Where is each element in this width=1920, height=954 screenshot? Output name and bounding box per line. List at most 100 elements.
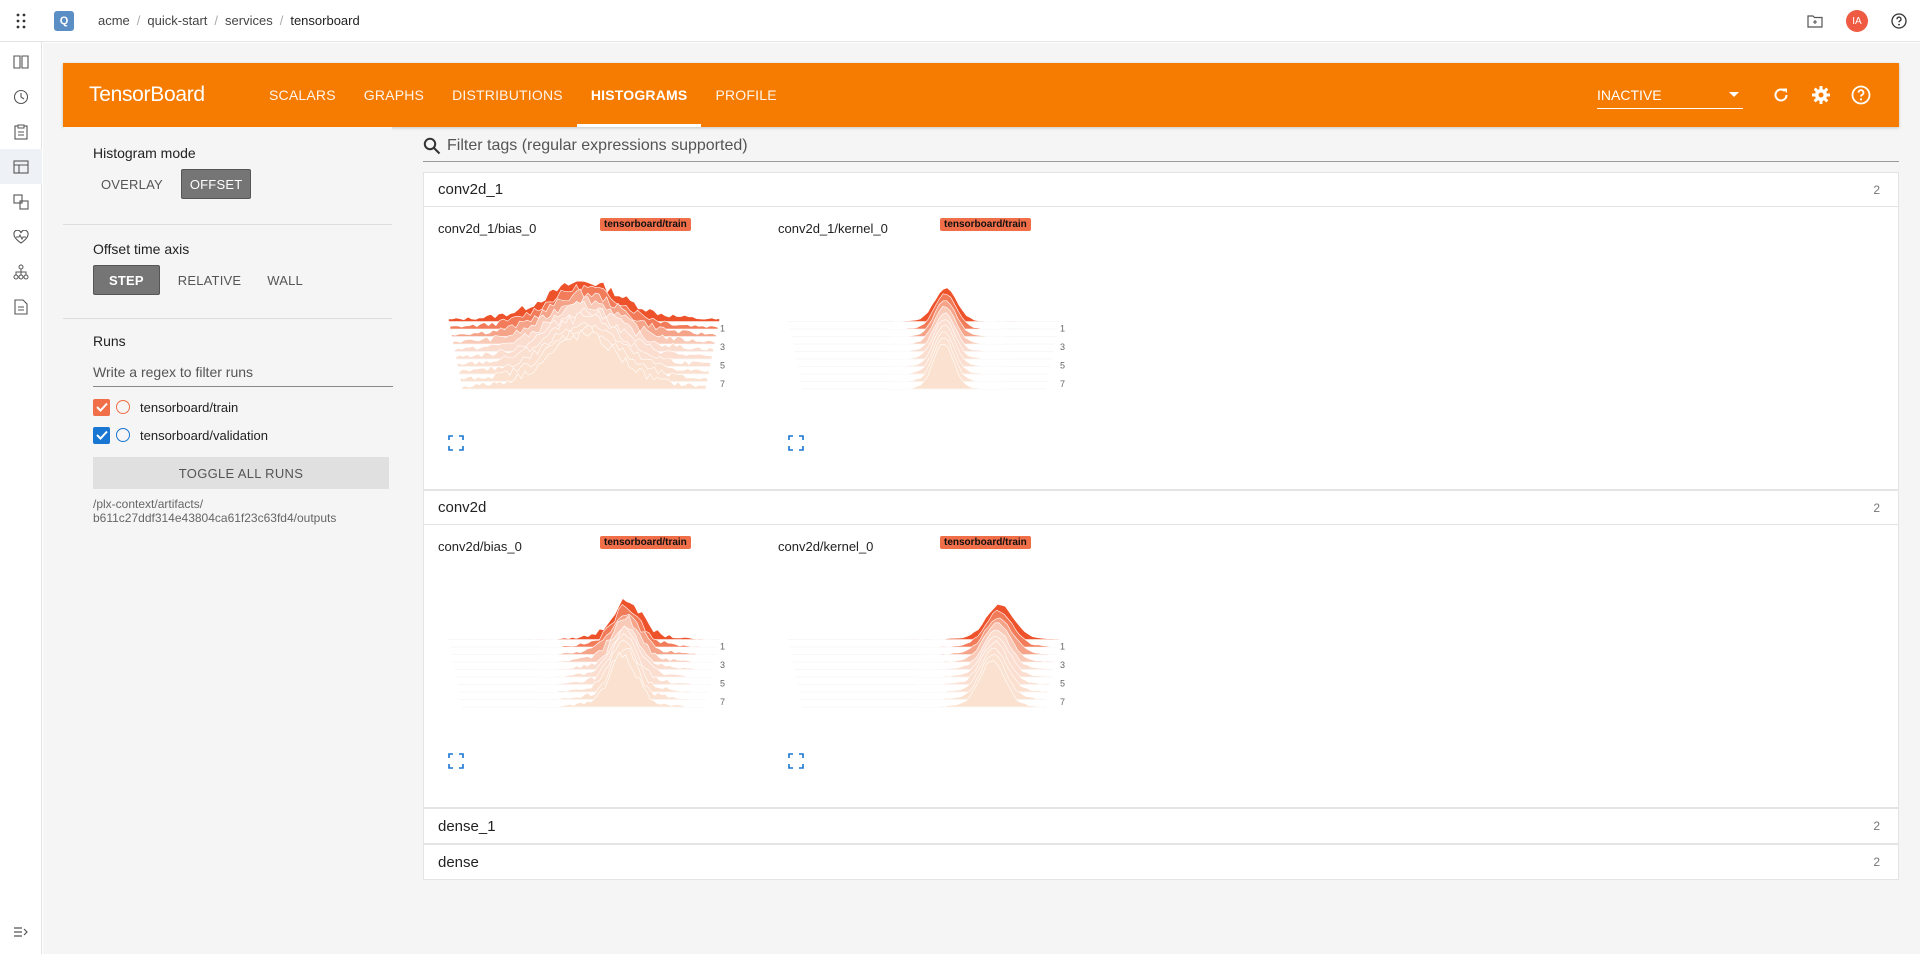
tab-graphs[interactable]: GRAPHS xyxy=(363,87,425,103)
category-name: dense xyxy=(438,853,479,871)
tag-filter-input[interactable]: Filter tags (regular expressions support… xyxy=(423,130,1899,162)
help-circle-icon[interactable] xyxy=(1878,0,1920,42)
runs-filter-input[interactable]: Write a regex to filter runs xyxy=(93,357,393,387)
category-header[interactable]: conv2d_1 2 xyxy=(424,173,1898,207)
histogram-ridge xyxy=(462,651,707,708)
run-checkbox[interactable] xyxy=(93,426,110,444)
compare-icon[interactable] xyxy=(0,184,42,219)
histogram-chart: 13579-0.25-0.15-0.050.050.150.25 xyxy=(448,280,725,390)
inactive-plugins-select[interactable]: INACTIVE xyxy=(1597,81,1743,109)
y-tick-label: 5 xyxy=(1060,361,1065,371)
y-tick-label: 3 xyxy=(720,660,725,670)
breadcrumb-item-section[interactable]: services xyxy=(225,13,273,28)
document-icon[interactable] xyxy=(0,289,42,324)
run-item[interactable]: tensorboard/validation xyxy=(93,421,392,449)
run-label: tensorboard/train xyxy=(140,399,239,415)
settings-gear-icon[interactable] xyxy=(1801,75,1841,115)
inactive-select-value: INACTIVE xyxy=(1597,86,1662,103)
run-item[interactable]: tensorboard/train xyxy=(93,393,392,421)
y-tick-label: 7 xyxy=(720,697,725,707)
histogram-ridge xyxy=(461,329,707,390)
app-logo[interactable]: Q xyxy=(54,10,74,31)
histogram-ridge xyxy=(788,287,1060,322)
category-name: conv2d xyxy=(438,499,487,516)
y-tick-label: 1 xyxy=(1060,642,1065,652)
tensorboard-brand: TensorBoard xyxy=(89,83,205,106)
category-header[interactable]: dense_1 2 xyxy=(424,809,1898,843)
histogram-card: conv2d_1/bias_0 tensorboard/train 13579-… xyxy=(424,207,764,489)
category-pane: dense 2 xyxy=(423,844,1899,880)
refresh-icon[interactable] xyxy=(1761,75,1801,115)
breadcrumb-separator: / xyxy=(136,13,141,28)
category-pane: dense_1 2 xyxy=(423,808,1899,844)
category-cards: conv2d_1/bias_0 tensorboard/train 13579-… xyxy=(424,207,1898,489)
step-button[interactable]: STEP xyxy=(93,265,160,295)
histogram-mode-options: OVERLAY OFFSET xyxy=(93,169,392,199)
left-navigation xyxy=(0,42,42,954)
folder-icon[interactable] xyxy=(1794,0,1836,42)
tab-profile[interactable]: PROFILE xyxy=(715,87,777,103)
hierarchy-icon[interactable] xyxy=(0,254,42,289)
run-checkbox[interactable] xyxy=(93,398,110,416)
y-tick-label: 3 xyxy=(1060,342,1065,352)
tab-scalars[interactable]: SCALARS xyxy=(269,87,336,103)
help-icon[interactable] xyxy=(1841,75,1881,115)
y-tick-label: 7 xyxy=(1060,379,1065,389)
user-avatar[interactable]: IA xyxy=(1836,0,1878,42)
y-tick-label: 5 xyxy=(1060,679,1065,689)
category-header[interactable]: conv2d 2 xyxy=(424,491,1898,525)
health-icon[interactable] xyxy=(0,219,42,254)
log-directory-line: b611c27ddf314e43804ca61f23c63fd4/outputs xyxy=(93,511,337,525)
histogram-ridge xyxy=(800,337,1048,382)
log-directory-path: /plx-context/artifacts/ b611c27ddf314e43… xyxy=(93,497,393,525)
clipboard-icon[interactable] xyxy=(0,114,42,149)
y-tick-label: 5 xyxy=(720,679,725,689)
expand-sidebar-icon[interactable] xyxy=(0,910,42,954)
history-icon[interactable] xyxy=(0,79,42,114)
content-area: TensorBoard SCALARS GRAPHS DISTRIBUTIONS… xyxy=(43,43,1920,954)
dashboard-icon[interactable] xyxy=(0,149,42,184)
histogram-ridge xyxy=(448,598,720,640)
category-pane: conv2d 2 conv2d/bias_0 tensorboard/train… xyxy=(423,490,1899,808)
histogram-ridge xyxy=(797,324,1051,367)
apps-menu-icon[interactable] xyxy=(0,0,42,42)
runs-section: Runs Write a regex to filter runs tensor… xyxy=(63,319,393,525)
histogram-mode-title: Histogram mode xyxy=(93,145,196,161)
tab-distributions[interactable]: DISTRIBUTIONS xyxy=(452,87,563,103)
fullscreen-icon[interactable] xyxy=(788,753,804,769)
histogram-chart: 13579-1.2-0.8-0.40.00.4 xyxy=(788,603,1065,708)
category-pane: conv2d_1 2 conv2d_1/bias_0 tensorboard/t… xyxy=(423,172,1899,490)
app-top-bar: Q acme / quick-start / services / tensor… xyxy=(0,0,1920,42)
run-color-swatch[interactable] xyxy=(116,428,130,442)
tensorboard-tabs: SCALARS GRAPHS DISTRIBUTIONS HISTOGRAMS … xyxy=(255,63,791,127)
fullscreen-icon[interactable] xyxy=(448,435,464,451)
book-icon[interactable] xyxy=(0,44,42,79)
breadcrumb-item-owner[interactable]: acme xyxy=(98,13,130,28)
histogram-ridge xyxy=(454,626,714,670)
offset-button[interactable]: OFFSET xyxy=(180,169,252,199)
y-tick-label: 1 xyxy=(720,642,725,652)
card-title: conv2d/kernel_0 xyxy=(778,539,874,554)
avatar: IA xyxy=(1846,10,1868,32)
fullscreen-icon[interactable] xyxy=(448,753,464,769)
wall-button[interactable]: WALL xyxy=(267,272,303,288)
histogram-ridge xyxy=(459,639,710,693)
y-tick-label: 3 xyxy=(720,342,725,352)
fullscreen-icon[interactable] xyxy=(788,435,804,451)
overlay-button[interactable]: OVERLAY xyxy=(101,176,163,192)
relative-button[interactable]: RELATIVE xyxy=(177,272,242,288)
category-header[interactable]: dense 2 xyxy=(424,845,1898,879)
y-tick-label: 1 xyxy=(1060,324,1065,334)
run-label: tensorboard/validation xyxy=(140,427,268,443)
y-tick-label: 3 xyxy=(1060,660,1065,670)
tab-histograms[interactable]: HISTOGRAMS xyxy=(576,63,702,127)
run-color-swatch[interactable] xyxy=(116,400,130,414)
breadcrumb-item-project[interactable]: quick-start xyxy=(147,13,208,28)
run-badge: tensorboard/train xyxy=(940,536,1031,549)
histogram-ridge xyxy=(456,625,713,678)
offset-time-axis-title: Offset time axis xyxy=(93,241,190,257)
histogram-sidebar: Histogram mode OVERLAY OFFSET Offset tim… xyxy=(63,127,393,954)
toggle-all-runs-button[interactable]: TOGGLE ALL RUNS xyxy=(93,457,389,489)
histogram-ridge xyxy=(802,660,1047,708)
histogram-ridge xyxy=(799,331,1049,375)
